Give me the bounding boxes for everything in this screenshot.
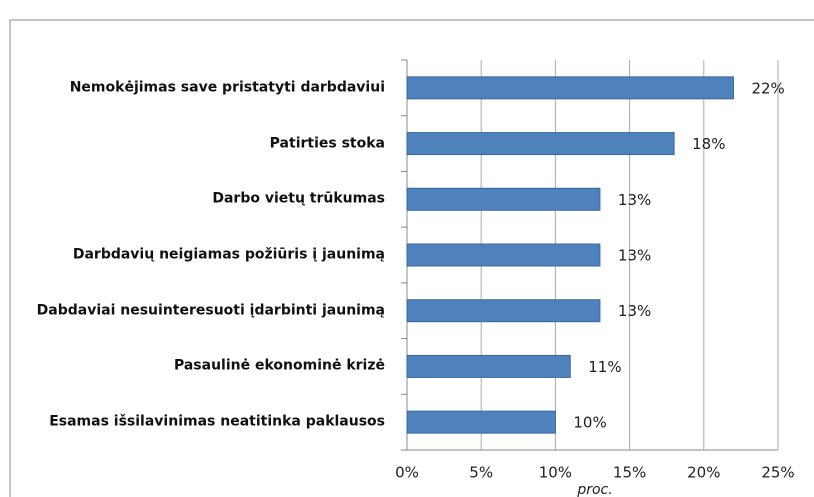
y-tick-label: Darbdavių neigiamas požiūris į jaunimą	[72, 246, 385, 263]
x-tick-label: 25%	[761, 464, 794, 482]
x-axis-label: proc.	[576, 482, 612, 497]
bar	[406, 76, 734, 100]
value-label: 18%	[692, 135, 725, 153]
y-tick-label: Nemokėjimas save pristatyti darbdaviui	[69, 79, 385, 96]
y-tick-label: Esamas išsilavinimas neatitinka paklauso…	[49, 413, 385, 430]
y-tick-label: Pasaulinė ekonominė krizė	[173, 357, 385, 374]
bar	[406, 299, 601, 323]
x-tick-label: 10%	[539, 464, 572, 482]
bar	[406, 354, 571, 378]
bar	[406, 243, 601, 267]
bar	[406, 132, 675, 156]
x-tick-label: 5%	[469, 464, 493, 482]
value-label: 11%	[588, 358, 621, 376]
value-label: 13%	[618, 247, 651, 265]
x-tick-label: 20%	[687, 464, 720, 482]
y-tick-label: Patirties stoka	[269, 135, 385, 152]
x-tick-label: 0%	[395, 464, 419, 482]
bar	[406, 410, 556, 434]
bar	[406, 187, 601, 211]
y-tick-label: Darbo vietų trūkumas	[212, 190, 385, 207]
value-label: 13%	[618, 302, 651, 320]
value-label: 22%	[751, 79, 784, 97]
value-label: 13%	[618, 191, 651, 209]
y-tick-label: Dabdaviai nesuinteresuoti įdarbinti jaun…	[36, 302, 385, 319]
frame	[9, 19, 814, 497]
value-label: 10%	[573, 414, 606, 432]
x-tick-label: 15%	[613, 464, 646, 482]
